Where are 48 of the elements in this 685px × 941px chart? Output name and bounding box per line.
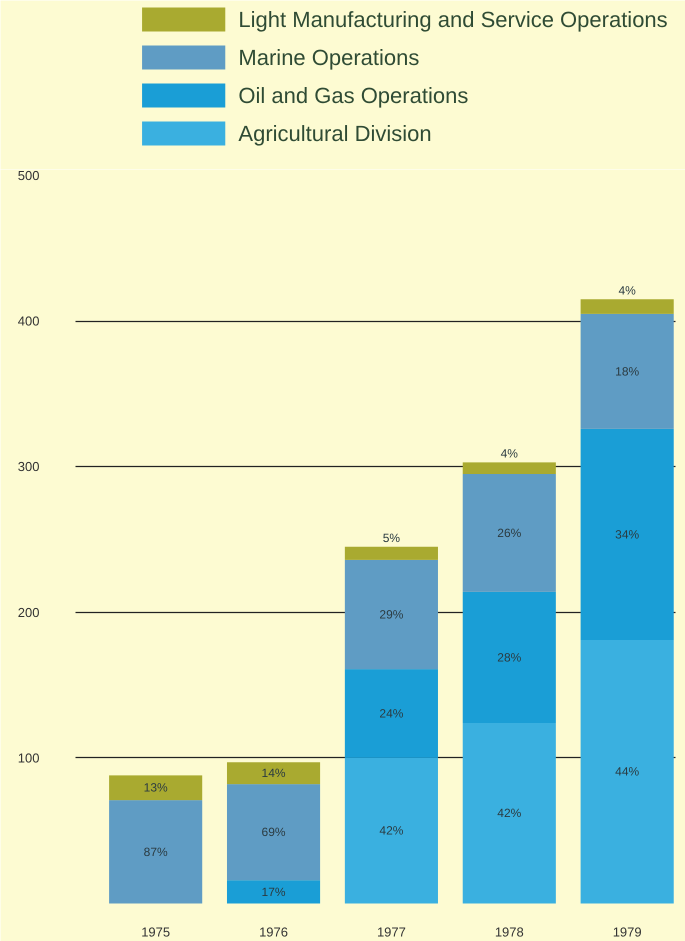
x-tick-label: 1977 [376,924,406,940]
annotation: 14% [262,766,286,780]
annotation: 17% [262,884,286,899]
y-tick-label: 200 [18,604,40,620]
annotation: 4% [500,446,518,461]
bar [109,800,202,904]
annotation: 69% [262,825,286,840]
bar [462,462,556,474]
annotation: 18% [615,364,640,378]
annotation: 24% [379,706,404,720]
legend-label: Marine Operations [238,45,420,70]
annotation: 13% [144,780,168,795]
bar [462,592,556,723]
x-tick-label: 1975 [141,924,170,940]
bar [344,560,438,670]
bar [462,474,556,592]
bar [580,428,674,640]
x-tick-label: 1976 [259,924,288,940]
bar [226,762,320,784]
y-tick-label: 100 [18,750,40,766]
bar [580,299,674,314]
annotation: 29% [379,607,404,622]
annotation: 42% [497,806,522,820]
bar [580,640,674,904]
legend-label: Agricultural Division [238,121,432,146]
bar [344,669,438,758]
bar [344,546,438,560]
bar [580,314,674,429]
y-tick-label: 500 [18,168,40,183]
annotation: 44% [615,764,640,779]
annotation: 4% [618,284,636,298]
annotation: 26% [497,526,522,540]
y-tick-label: 400 [18,314,40,329]
y-tick-label: 300 [18,459,40,474]
x-tick-label: 1979 [612,924,642,940]
annotation: 42% [379,824,404,838]
annotation: 5% [382,531,400,546]
bar [462,722,556,904]
legend-label: Oil and Gas Operations [238,83,468,108]
bar [226,880,320,904]
x-tick-label: 1978 [494,924,524,940]
bar [344,758,438,904]
annotation: 28% [497,650,522,664]
bar [109,775,202,800]
bar [226,784,320,880]
annotation: 34% [615,527,640,542]
legend-label: Light Manufacturing and Service Operations [238,7,668,32]
annotation: 87% [144,844,168,859]
